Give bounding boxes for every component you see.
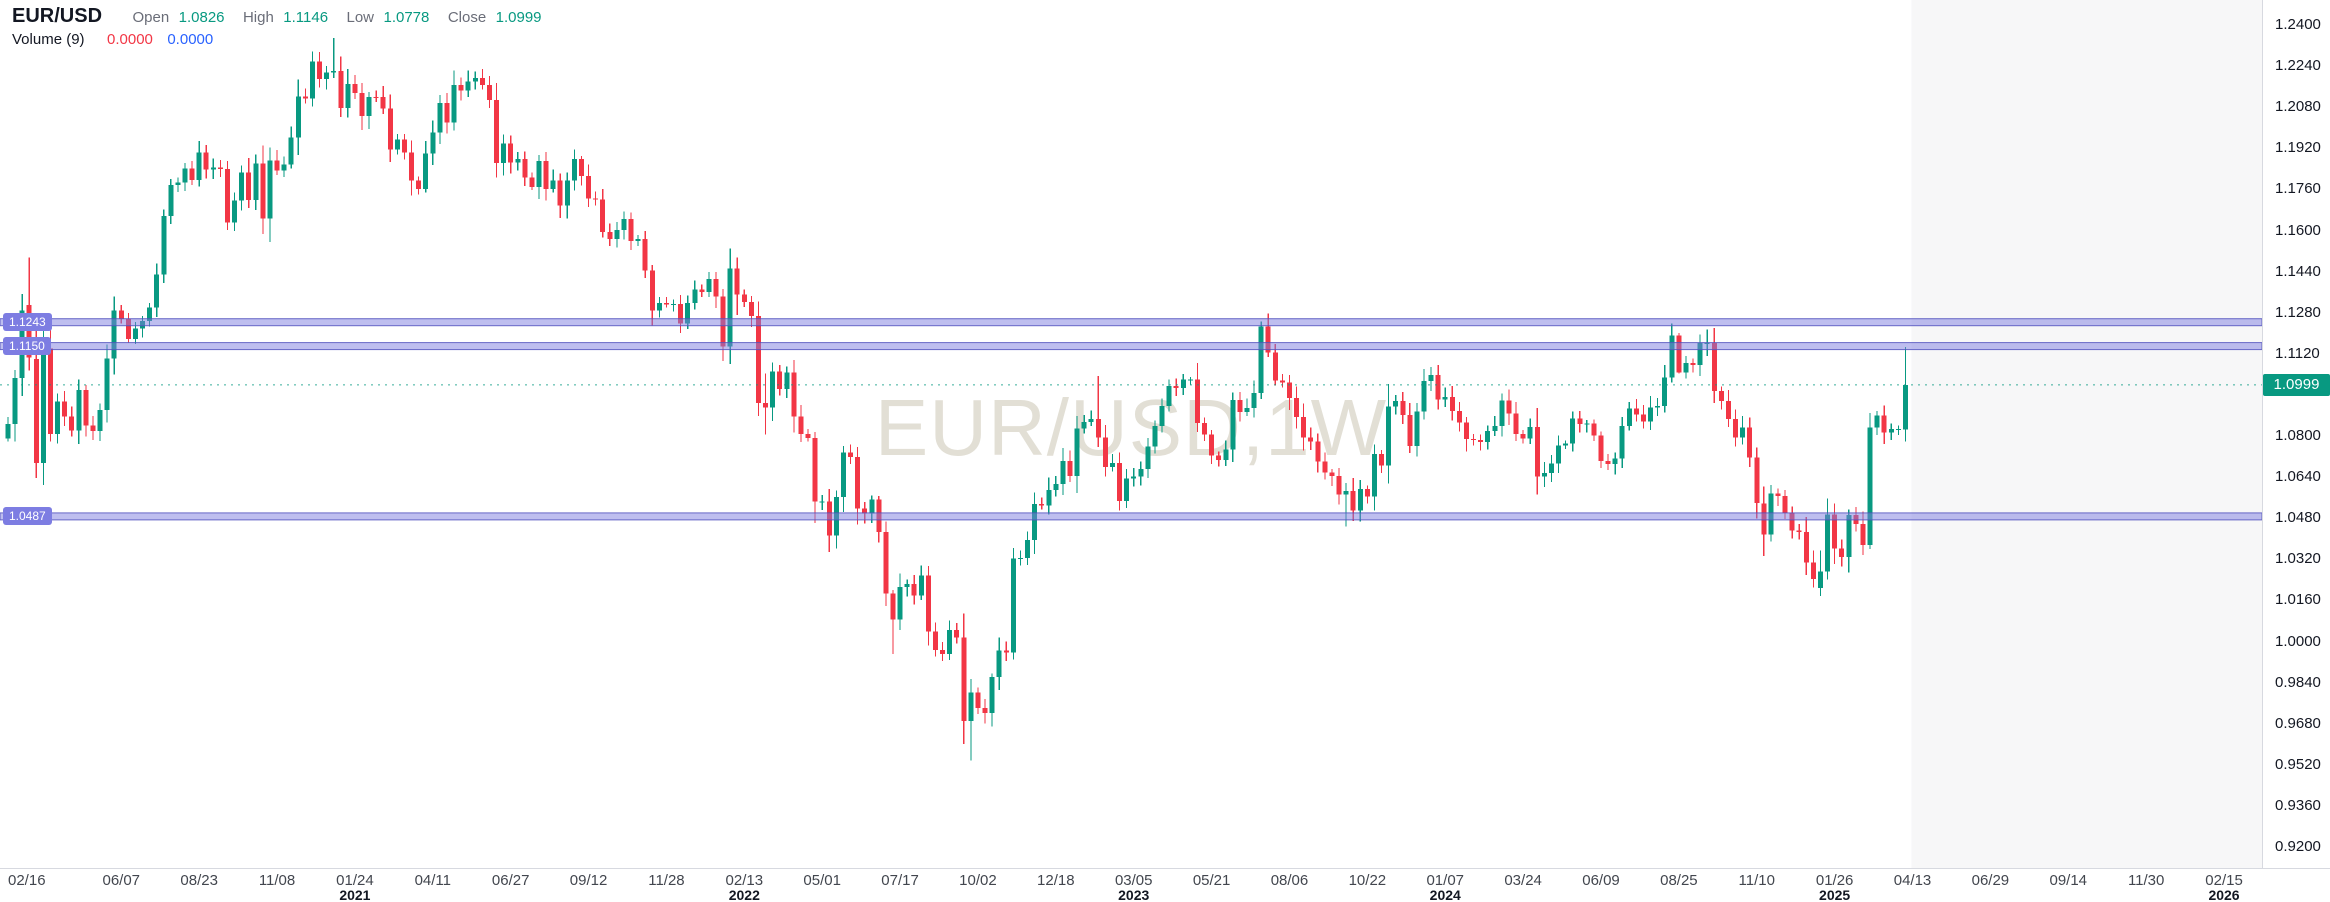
time-tick-label: 10/22 — [1348, 872, 1387, 889]
time-tick-label: 01/24 — [336, 872, 374, 889]
price-tick-label: 1.1440 — [2275, 262, 2321, 280]
price-tick-label: 1.1600 — [2275, 221, 2321, 239]
price-tick-label: 1.0800 — [2275, 427, 2321, 444]
price-tick-label: 1.2400 — [2275, 16, 2321, 33]
time-tick-label: 06/27 — [491, 872, 530, 889]
time-tick-label: 06/09 — [1582, 872, 1620, 889]
time-tick-label: 02/16 — [8, 872, 46, 889]
time-tick-label: 06/07 — [102, 872, 141, 889]
time-axis[interactable]: 02/16 06/07 08/23 11/08 01/24 2021 04/11 06/27 0… — [0, 869, 2330, 902]
current-price-badge: 1.0999 — [2263, 373, 2330, 396]
price-tick-label: 0.9840 — [2275, 673, 2321, 691]
time-tick-label: 08/06 — [1270, 872, 1309, 889]
time-tick-year: 2024 — [1429, 887, 1461, 902]
indicator-row: Volume (9) 0.0000 0.0000 — [12, 30, 556, 50]
time-tick-year: 2026 — [2208, 887, 2240, 902]
horizontal-level-line[interactable] — [0, 512, 2263, 521]
time-tick-label: 02/15 — [2205, 872, 2243, 889]
time-tick-label: 04/11 — [414, 872, 452, 889]
time-tick-label: 08/25 — [1660, 872, 1698, 889]
ohlc-row: EUR/USD Open 1.0826 High 1.1146 Low 1.07… — [12, 4, 556, 28]
time-tick-label: 10/02 — [959, 872, 997, 889]
price-tick-label: 1.1920 — [2275, 139, 2321, 157]
indicator-name[interactable]: Volume (9) — [12, 31, 85, 48]
level-price-badge[interactable]: 1.1150 — [3, 337, 51, 356]
high-label: High — [242, 9, 274, 26]
price-tick-label: 1.1280 — [2275, 303, 2321, 321]
time-tick-year: 2025 — [1819, 887, 1851, 902]
price-tick-label: 1.0640 — [2275, 468, 2321, 486]
open-label: Open — [132, 9, 170, 26]
time-tick-label: 07/17 — [881, 872, 919, 889]
legend: EUR/USD Open 1.0826 High 1.1146 Low 1.07… — [12, 4, 556, 50]
volume-value-1: 0.0000 — [107, 31, 153, 48]
high-value: 1.1146 — [283, 9, 329, 26]
time-tick-label: 09/12 — [569, 872, 608, 889]
price-tick-label: 0.9520 — [2275, 755, 2321, 773]
level-price-badge[interactable]: 1.1243 — [3, 313, 52, 332]
future-area — [1911, 0, 2262, 868]
time-tick-label: 05/01 — [803, 872, 841, 889]
horizontal-level-line[interactable] — [0, 342, 2263, 351]
time-tick-label: 02/13 — [725, 872, 764, 889]
volume-value-2: 0.0000 — [167, 31, 214, 48]
time-tick-label: 05/21 — [1192, 872, 1231, 889]
price-tick-label: 1.1760 — [2275, 180, 2321, 198]
close-label: Close — [447, 9, 487, 26]
low-value: 1.0778 — [383, 9, 430, 26]
time-tick-label: 12/18 — [1037, 872, 1075, 889]
time-tick-label: 11/28 — [648, 872, 685, 889]
time-tick-label: 03/05 — [1114, 872, 1153, 889]
price-tick-label: 1.2240 — [2275, 57, 2321, 75]
price-tick-label: 1.2080 — [2275, 98, 2321, 116]
candles — [5, 38, 1908, 761]
close-value: 1.0999 — [495, 9, 542, 26]
low-label: Low — [346, 9, 375, 26]
horizontal-level-line[interactable] — [0, 318, 2263, 327]
time-tick-label: 11/08 — [258, 872, 296, 889]
time-tick-label: 09/14 — [2049, 872, 2088, 889]
price-axis[interactable]: 1.2400 1.2240 1.2080 1.1920 1.1760 1.1600 1.14… — [2267, 0, 2330, 868]
time-tick-label: 03/24 — [1504, 872, 1542, 889]
level-price-badge[interactable]: 1.0487 — [3, 507, 52, 526]
price-tick-label: 1.0000 — [2275, 632, 2321, 650]
time-tick-label: 11/30 — [2127, 872, 2165, 889]
time-tick-year: 2023 — [1118, 887, 1150, 902]
time-tick-label: 01/07 — [1426, 872, 1465, 889]
price-tick-label: 1.0480 — [2275, 509, 2321, 527]
symbol-title[interactable]: EUR/USD — [12, 5, 103, 27]
time-tick-label: 11/10 — [1738, 872, 1775, 889]
price-tick-label: 0.9680 — [2275, 714, 2321, 732]
open-value: 1.0826 — [178, 9, 225, 26]
price-tick-label: 1.1120 — [2275, 344, 2320, 362]
time-tick-label: 08/23 — [180, 872, 218, 889]
time-tick-label: 04/13 — [1893, 872, 1932, 889]
price-tick-label: 0.9360 — [2275, 796, 2321, 814]
price-tick-label: 0.9200 — [2275, 838, 2321, 855]
time-tick-label: 01/26 — [1815, 872, 1854, 889]
price-tick-label: 1.0320 — [2275, 550, 2321, 568]
time-tick-label: 06/29 — [1971, 872, 2010, 889]
time-tick-year: 2021 — [339, 887, 371, 902]
time-tick-year: 2022 — [728, 887, 760, 902]
price-tick-label: 1.0160 — [2275, 591, 2321, 609]
